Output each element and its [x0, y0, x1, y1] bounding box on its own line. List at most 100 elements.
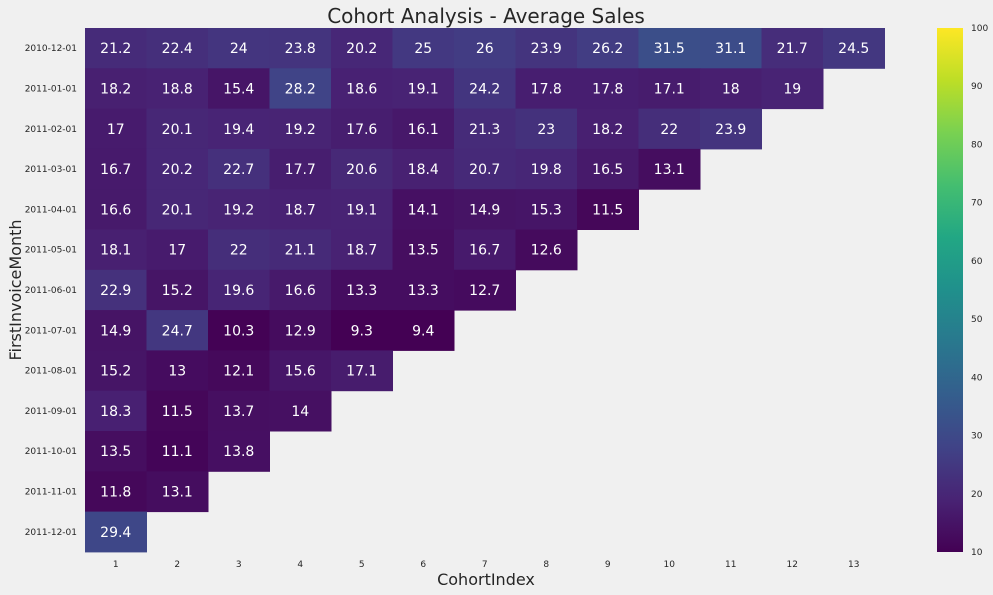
cell-value-label: 24.5	[838, 41, 869, 57]
colorbar-tick-label: 40	[971, 373, 983, 383]
cell-value-label: 23.9	[531, 41, 562, 57]
cell-value-label: 20.2	[346, 41, 377, 57]
heatmap-cell	[761, 68, 824, 110]
heatmap-cell	[208, 350, 270, 392]
cell-value-label: 19.1	[408, 81, 439, 97]
heatmap-cell	[269, 390, 332, 432]
cell-value-label: 19.2	[285, 122, 316, 138]
y-tick-label: 2011-07-01	[25, 326, 77, 336]
cell-value-label: 23.8	[285, 41, 316, 57]
cell-value-label: 15.2	[162, 283, 193, 299]
heatmap-cell	[515, 68, 578, 110]
heatmap-cell	[700, 108, 762, 150]
cell-value-label: 14.9	[100, 323, 131, 339]
cell-value-label: 12.6	[531, 243, 562, 259]
heatmap-cell	[146, 350, 209, 392]
heatmap-cell	[146, 310, 209, 351]
heatmap-cell	[85, 148, 147, 190]
colorbar	[937, 28, 963, 552]
heatmap-cell	[208, 28, 270, 69]
cell-value-label: 17.1	[346, 364, 377, 380]
cell-value-label: 15.4	[223, 81, 254, 97]
cell-value-label: 29.4	[100, 525, 131, 541]
heatmap-cell	[269, 68, 332, 110]
cell-value-label: 21.3	[469, 122, 500, 138]
heatmap-cell	[515, 148, 578, 190]
heatmap-cell	[208, 390, 270, 432]
colorbar-tick-label: 80	[971, 140, 983, 150]
heatmap-cell	[454, 108, 516, 150]
heatmap-cell	[208, 148, 270, 190]
cell-value-label: 15.6	[285, 364, 316, 380]
cell-value-label: 19.6	[223, 283, 254, 299]
heatmap-cell	[208, 108, 270, 150]
cell-value-label: 12.7	[469, 283, 500, 299]
heatmap-cell	[208, 269, 270, 311]
heatmap-cell	[208, 310, 270, 351]
cell-value-label: 13.3	[346, 283, 377, 299]
heatmap-cell	[208, 229, 270, 271]
heatmap-cell	[392, 310, 455, 351]
heatmap-cell	[146, 471, 209, 513]
heatmap-cell	[392, 108, 455, 150]
heatmap-cell	[146, 68, 209, 110]
heatmap-cell	[454, 189, 516, 230]
heatmap-cell	[331, 68, 393, 110]
cell-value-label: 14.9	[469, 202, 500, 218]
cell-value-label: 18.6	[346, 81, 377, 97]
cell-value-label: 16.6	[100, 202, 131, 218]
cell-value-label: 9.3	[351, 323, 373, 339]
heatmap-cell	[85, 229, 147, 271]
cell-value-label: 16.7	[100, 162, 131, 178]
cell-value-label: 9.4	[412, 323, 434, 339]
heatmap-cell	[146, 108, 209, 150]
heatmap-cell	[577, 68, 639, 110]
heatmap-cell	[392, 148, 455, 190]
heatmap-cell	[269, 350, 332, 392]
heatmap-cell	[85, 28, 147, 69]
heatmap-cell	[85, 350, 147, 392]
chart-title: Cohort Analysis - Average Sales	[327, 4, 645, 28]
colorbar-ticks: 10 20 30 40 50 60 70 80 90 100	[971, 24, 988, 558]
cell-value-label: 19	[783, 81, 801, 97]
cell-value-label: 13.1	[654, 162, 685, 178]
heatmap-cell	[331, 148, 393, 190]
x-tick-label: 3	[236, 560, 242, 570]
heatmap-cell	[392, 229, 455, 271]
heatmap-cell	[269, 310, 332, 351]
heatmap-cell	[515, 189, 578, 230]
cell-value-label: 21.2	[100, 41, 131, 57]
heatmap-cell	[85, 471, 147, 513]
x-tick-label: 4	[297, 560, 303, 570]
y-tick-label: 2011-05-01	[25, 246, 77, 256]
x-tick-label: 5	[359, 560, 365, 570]
cell-value-label: 19.8	[531, 162, 562, 178]
heatmap-cells: 21.2 22.4 24 23.8 20.2 25 26 23.9 26.2 31.5 31.1 21…	[85, 28, 885, 553]
cell-value-label: 12.1	[223, 364, 254, 380]
cell-value-label: 24.7	[162, 323, 193, 339]
cell-value-label: 13.8	[223, 444, 254, 460]
cell-value-label: 17.1	[654, 81, 685, 97]
cell-value-label: 18.1	[100, 243, 131, 259]
heatmap-cell	[638, 148, 701, 190]
colorbar-tick-label: 70	[971, 199, 983, 209]
heatmap-cell	[269, 28, 332, 69]
heatmap-cell	[208, 189, 270, 230]
heatmap-cell	[515, 229, 578, 271]
cell-value-label: 13.3	[408, 283, 439, 299]
cell-value-label: 31.5	[654, 41, 685, 57]
heatmap-cell	[269, 189, 332, 230]
cell-value-label: 15.3	[531, 202, 562, 218]
cell-value-label: 23	[537, 122, 555, 138]
cell-value-label: 26	[476, 41, 494, 57]
heatmap-cell	[823, 28, 885, 69]
heatmap-cell	[85, 68, 147, 110]
x-tick-label: 1	[113, 560, 119, 570]
heatmap-cell	[146, 390, 209, 432]
x-tick-label: 13	[848, 560, 859, 570]
heatmap-cell	[761, 28, 824, 69]
cell-value-label: 11.5	[592, 202, 623, 218]
cell-value-label: 13.1	[162, 484, 193, 500]
heatmap-cell	[208, 431, 270, 472]
cell-value-label: 13.7	[223, 404, 254, 420]
